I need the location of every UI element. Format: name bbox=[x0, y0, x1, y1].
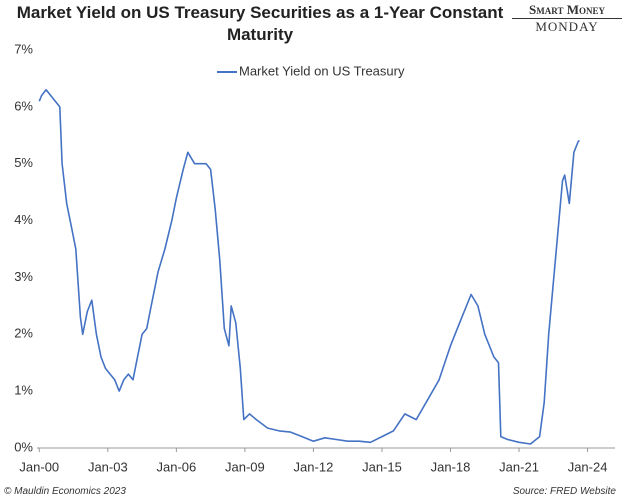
footer-right: Source: FRED Website bbox=[512, 486, 616, 497]
x-tick-label: Jan-15 bbox=[362, 459, 402, 474]
x-tick-label: Jan-00 bbox=[19, 459, 59, 474]
y-tick-label: 5% bbox=[14, 155, 33, 170]
y-tick-label: 2% bbox=[14, 326, 33, 341]
y-tick-label: 6% bbox=[14, 98, 33, 113]
x-tick-label: Jan-21 bbox=[499, 459, 539, 474]
logo-bottom: Monday bbox=[535, 19, 599, 34]
logo-top: Smart Money bbox=[512, 2, 622, 19]
x-tick-label: Jan-06 bbox=[156, 459, 196, 474]
chart-title: Market Yield on US Treasury Securities a… bbox=[16, 3, 504, 44]
x-tick-label: Jan-18 bbox=[431, 459, 471, 474]
series-line bbox=[38, 89, 580, 445]
x-tick-label: Jan-03 bbox=[88, 459, 128, 474]
y-tick-label: 3% bbox=[14, 269, 33, 284]
y-tick-label: 4% bbox=[14, 212, 33, 227]
x-tick-label: Jan-24 bbox=[568, 459, 608, 474]
y-tick-label: 7% bbox=[14, 41, 33, 56]
x-tick-label: Jan-09 bbox=[225, 459, 265, 474]
x-tick-label: Jan-12 bbox=[294, 459, 334, 474]
logo: Smart Money Monday bbox=[512, 2, 622, 35]
y-tick-label: 1% bbox=[14, 383, 33, 398]
footer-left: © Mauldin Economics 2023 bbox=[4, 486, 126, 497]
legend-label: Market Yield on US Treasury bbox=[239, 63, 405, 78]
y-tick-label: 0% bbox=[14, 439, 33, 454]
